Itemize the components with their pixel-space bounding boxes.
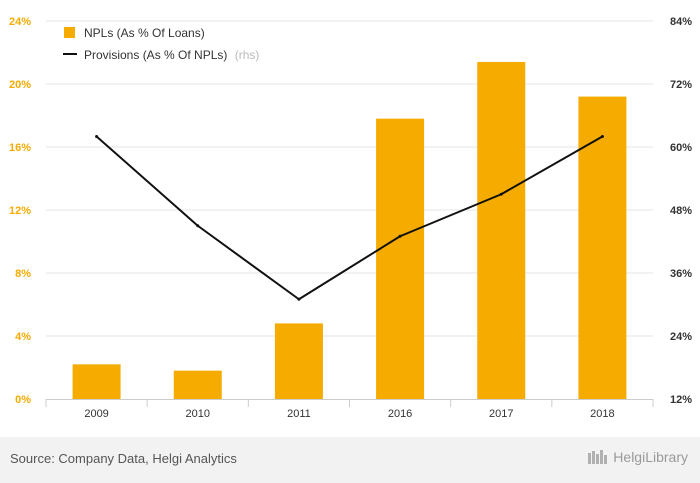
bar-npls-2016 [376, 118, 425, 400]
bar-npls-2010 [173, 370, 222, 399]
left-axis-tick-label: 0% [15, 394, 31, 406]
bar-npls-2017 [477, 61, 526, 399]
grid-layer [46, 20, 653, 337]
x-axis-category-label: 2010 [186, 408, 210, 420]
bar-npls-2018 [578, 96, 627, 399]
point-provisions-2018 [600, 135, 604, 138]
helgi-library-logo: HelgiLibrary [587, 449, 688, 465]
legend-swatch-npls [64, 27, 75, 38]
left-axis-tick-label: 8% [15, 268, 31, 280]
right-axis-tick-label: 36% [670, 268, 692, 280]
left-axis-tick-label: 16% [9, 142, 31, 154]
right-axis-tick-label: 72% [670, 79, 692, 91]
right-axis-tick-label: 84% [670, 16, 692, 28]
x-axis-category-label: 2016 [388, 408, 412, 420]
footer-bar [0, 437, 700, 483]
bar-npls-2009 [72, 364, 121, 399]
x-axis-category-label: 2018 [590, 408, 614, 420]
point-provisions-2017 [499, 192, 503, 196]
point-provisions-2009 [95, 135, 99, 138]
point-provisions-2010 [196, 224, 200, 228]
line-layer [95, 135, 604, 301]
svg-text:Provisions (As % Of NPLs): Provisions (As % Of NPLs) (rhs) [84, 48, 259, 62]
x-axis-category-label: 2009 [84, 408, 108, 420]
right-axis-tick-label: 24% [670, 331, 692, 343]
legend-label-provisions: Provisions (As % Of NPLs) [84, 48, 227, 62]
brand-name: HelgiLibrary [613, 449, 688, 465]
right-axis-tick-label: 60% [670, 142, 692, 154]
legend: NPLs (As % Of Loans) Provisions (As % Of… [63, 26, 259, 62]
legend-label-npls: NPLs (As % Of Loans) [84, 26, 205, 40]
legend-label-provisions-rhs: (rhs) [235, 48, 260, 62]
line-provisions [95, 135, 603, 301]
left-axis-tick-label: 12% [9, 205, 31, 217]
left-axis-tick-label: 20% [9, 79, 31, 91]
right-axis-tick-label: 12% [670, 394, 692, 406]
left-axis-tick-label: 4% [15, 331, 31, 343]
bar-npls-2011 [274, 323, 323, 399]
source-note: Source: Company Data, Helgi Analytics [10, 451, 237, 466]
x-axis-category-label: 2011 [287, 408, 311, 420]
bars-layer [72, 61, 627, 400]
axis-layer: 0% 12% 4% 24% 8% 36% 12% 48% 16% 60% 20% 72% 24% 84% 2… [9, 16, 692, 420]
right-axis-tick-label: 48% [670, 205, 692, 217]
left-axis-tick-label: 24% [9, 16, 31, 28]
point-provisions-2011 [297, 297, 301, 301]
point-provisions-2016 [398, 234, 402, 238]
library-icon [588, 450, 608, 464]
x-axis-category-label: 2017 [489, 408, 513, 420]
combo-chart: 0% 12% 4% 24% 8% 36% 12% 48% 16% 60% 20% 72% 24% 84% 2… [9, 16, 692, 420]
